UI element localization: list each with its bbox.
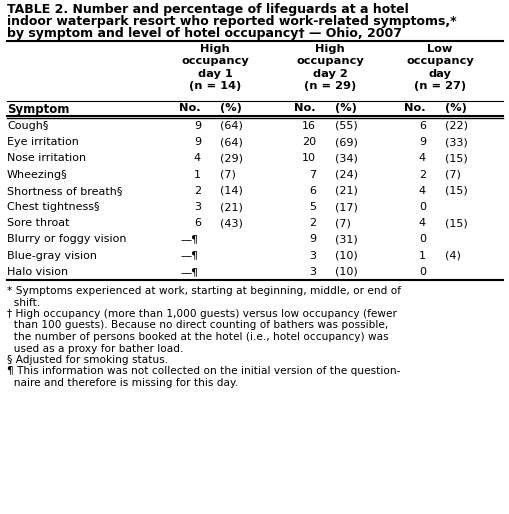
- Text: (%): (%): [444, 103, 466, 113]
- Text: —¶: —¶: [181, 251, 199, 261]
- Text: —¶: —¶: [181, 234, 199, 244]
- Text: by symptom and level of hotel occupancy† — Ohio, 2007: by symptom and level of hotel occupancy†…: [7, 27, 401, 40]
- Text: Eye irritation: Eye irritation: [7, 137, 79, 147]
- Text: 6: 6: [418, 121, 425, 131]
- Text: (34): (34): [334, 153, 357, 163]
- Text: than 100 guests). Because no direct counting of bathers was possible,: than 100 guests). Because no direct coun…: [7, 321, 387, 331]
- Text: (31): (31): [334, 234, 357, 244]
- Text: 3: 3: [308, 267, 316, 277]
- Text: 0: 0: [418, 234, 425, 244]
- Text: Shortness of breath§: Shortness of breath§: [7, 186, 122, 196]
- Text: (29): (29): [219, 153, 242, 163]
- Text: Nose irritation: Nose irritation: [7, 153, 86, 163]
- Text: No.: No.: [404, 103, 425, 113]
- Text: Cough§: Cough§: [7, 121, 48, 131]
- Text: Symptom: Symptom: [7, 103, 69, 116]
- Text: 20: 20: [301, 137, 316, 147]
- Text: 0: 0: [418, 267, 425, 277]
- Text: (14): (14): [219, 186, 242, 196]
- Text: 6: 6: [193, 218, 201, 228]
- Text: Wheezing§: Wheezing§: [7, 170, 68, 179]
- Text: 10: 10: [301, 153, 316, 163]
- Text: (21): (21): [334, 186, 357, 196]
- Text: 3: 3: [308, 251, 316, 261]
- Text: shift.: shift.: [7, 298, 40, 307]
- Text: (7): (7): [444, 170, 460, 179]
- Text: (55): (55): [334, 121, 357, 131]
- Text: 2: 2: [193, 186, 201, 196]
- Text: (24): (24): [334, 170, 357, 179]
- Text: (7): (7): [334, 218, 350, 228]
- Text: naire and therefore is missing for this day.: naire and therefore is missing for this …: [7, 378, 238, 388]
- Text: (7): (7): [219, 170, 235, 179]
- Text: No.: No.: [179, 103, 201, 113]
- Text: 5: 5: [308, 202, 316, 212]
- Text: 1: 1: [418, 251, 425, 261]
- Text: (15): (15): [444, 218, 467, 228]
- Text: 4: 4: [418, 218, 425, 228]
- Text: High
occupancy
day 1
(n = 14): High occupancy day 1 (n = 14): [181, 44, 248, 91]
- Text: 4: 4: [193, 153, 201, 163]
- Text: No.: No.: [294, 103, 316, 113]
- Text: (4): (4): [444, 251, 460, 261]
- Text: 3: 3: [193, 202, 201, 212]
- Text: High
occupancy
day 2
(n = 29): High occupancy day 2 (n = 29): [296, 44, 363, 91]
- Text: 2: 2: [308, 218, 316, 228]
- Text: 6: 6: [308, 186, 316, 196]
- Text: TABLE 2. Number and percentage of lifeguards at a hotel: TABLE 2. Number and percentage of lifegu…: [7, 3, 408, 16]
- Text: * Symptoms experienced at work, starting at beginning, middle, or end of: * Symptoms experienced at work, starting…: [7, 286, 400, 296]
- Text: —¶: —¶: [181, 267, 199, 277]
- Text: indoor waterpark resort who reported work-related symptoms,*: indoor waterpark resort who reported wor…: [7, 15, 456, 28]
- Text: (22): (22): [444, 121, 467, 131]
- Text: Low
occupancy
day
(n = 27): Low occupancy day (n = 27): [405, 44, 473, 91]
- Text: (64): (64): [219, 137, 242, 147]
- Text: 1: 1: [193, 170, 201, 179]
- Text: 9: 9: [308, 234, 316, 244]
- Text: (15): (15): [444, 186, 467, 196]
- Text: (21): (21): [219, 202, 242, 212]
- Text: Blurry or foggy vision: Blurry or foggy vision: [7, 234, 126, 244]
- Text: (%): (%): [219, 103, 241, 113]
- Text: Chest tightness§: Chest tightness§: [7, 202, 99, 212]
- Text: 16: 16: [301, 121, 316, 131]
- Text: Halo vision: Halo vision: [7, 267, 68, 277]
- Text: (%): (%): [334, 103, 356, 113]
- Text: (43): (43): [219, 218, 242, 228]
- Text: (17): (17): [334, 202, 357, 212]
- Text: 4: 4: [418, 186, 425, 196]
- Text: 9: 9: [418, 137, 425, 147]
- Text: 7: 7: [308, 170, 316, 179]
- Text: Blue-gray vision: Blue-gray vision: [7, 251, 97, 261]
- Text: 0: 0: [418, 202, 425, 212]
- Text: † High occupancy (more than 1,000 guests) versus low occupancy (fewer: † High occupancy (more than 1,000 guests…: [7, 309, 396, 319]
- Text: § Adjusted for smoking status.: § Adjusted for smoking status.: [7, 355, 168, 365]
- Text: (69): (69): [334, 137, 357, 147]
- Text: (10): (10): [334, 251, 357, 261]
- Text: (15): (15): [444, 153, 467, 163]
- Text: 4: 4: [418, 153, 425, 163]
- Text: (10): (10): [334, 267, 357, 277]
- Text: 9: 9: [193, 137, 201, 147]
- Text: ¶ This information was not collected on the initial version of the question-: ¶ This information was not collected on …: [7, 366, 400, 376]
- Text: used as a proxy for bather load.: used as a proxy for bather load.: [7, 343, 183, 354]
- Text: (64): (64): [219, 121, 242, 131]
- Text: Sore throat: Sore throat: [7, 218, 69, 228]
- Text: (33): (33): [444, 137, 467, 147]
- Text: 2: 2: [418, 170, 425, 179]
- Text: the number of persons booked at the hotel (i.e., hotel occupancy) was: the number of persons booked at the hote…: [7, 332, 388, 342]
- Text: 9: 9: [193, 121, 201, 131]
